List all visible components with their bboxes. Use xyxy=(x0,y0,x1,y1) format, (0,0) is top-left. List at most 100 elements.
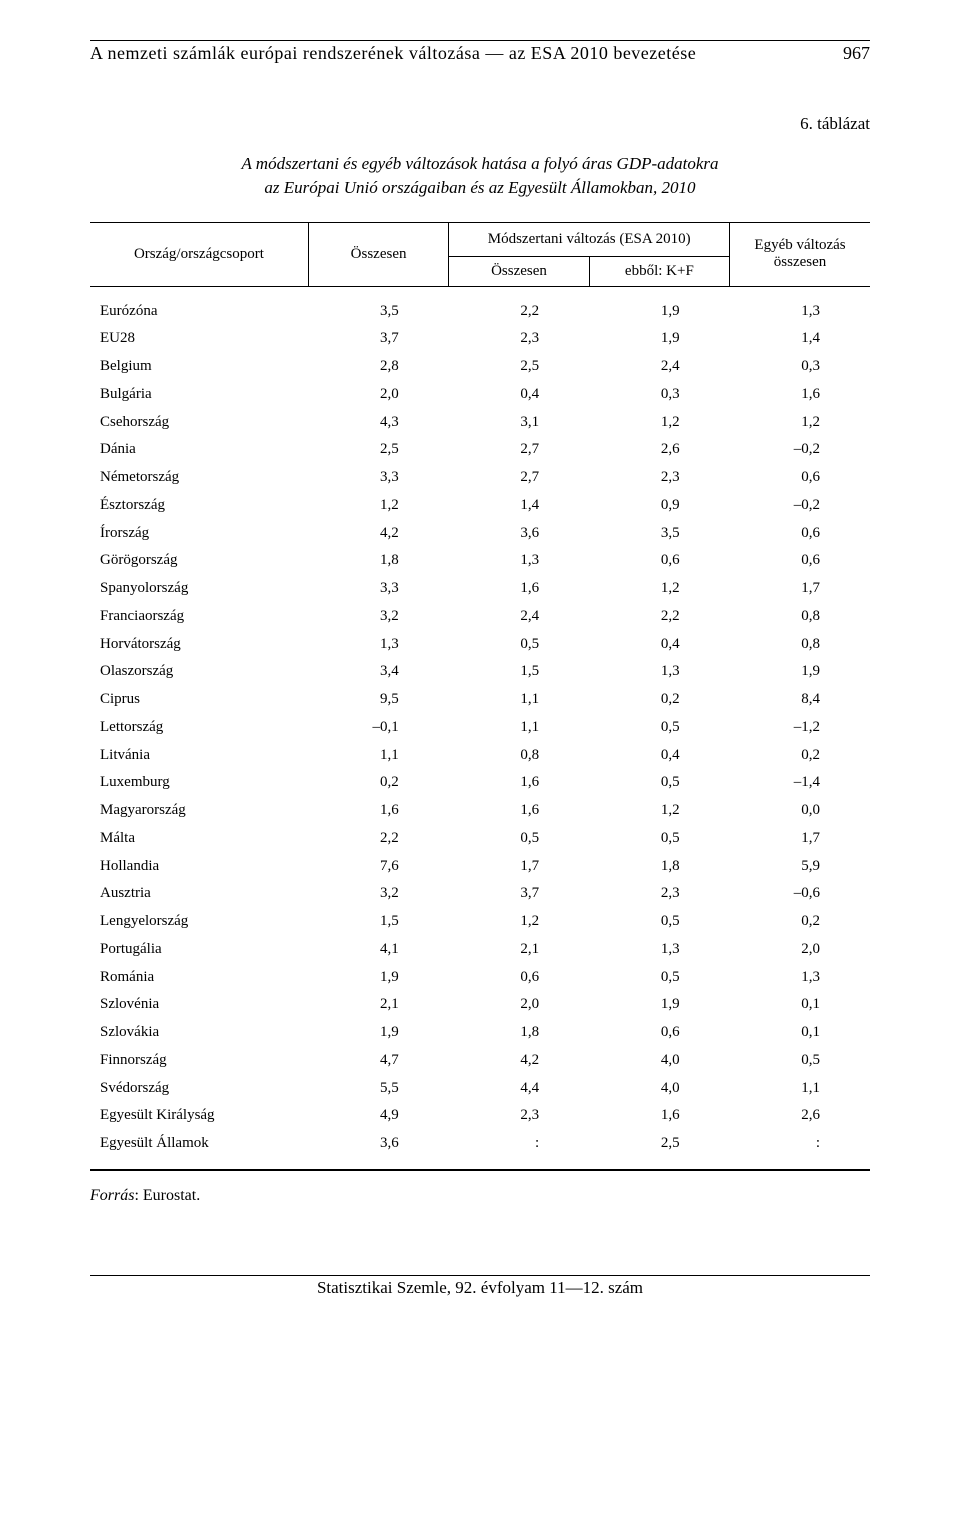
footer: Statisztikai Szemle, 92. évfolyam 11—12.… xyxy=(90,1275,870,1298)
cell-value: 3,5 xyxy=(308,286,448,325)
cell-value: 2,0 xyxy=(730,936,870,964)
cell-country: Spanyolország xyxy=(90,575,308,603)
table-head: Ország/országcsoport Összesen Módszertan… xyxy=(90,222,870,286)
table-row: Ciprus9,51,10,28,4 xyxy=(90,686,870,714)
cell-value: 1,6 xyxy=(308,797,448,825)
cell-value: 4,3 xyxy=(308,409,448,437)
cell-value: 2,7 xyxy=(449,464,589,492)
cell-country: Németország xyxy=(90,464,308,492)
col-header-other-line2: összesen xyxy=(774,254,827,270)
cell-country: Horvátország xyxy=(90,631,308,659)
cell-country: Eurózóna xyxy=(90,286,308,325)
table-row: Dánia2,52,72,6–0,2 xyxy=(90,436,870,464)
cell-country: Észtország xyxy=(90,492,308,520)
cell-country: Lettország xyxy=(90,714,308,742)
cell-country: Románia xyxy=(90,964,308,992)
table-row: Franciaország3,22,42,20,8 xyxy=(90,603,870,631)
col-header-other: Egyéb változás összesen xyxy=(730,222,870,286)
table-row: Szlovénia2,12,01,90,1 xyxy=(90,991,870,1019)
cell-value: 8,4 xyxy=(730,686,870,714)
table-head-row-0: Ország/országcsoport Összesen Módszertan… xyxy=(90,222,870,256)
cell-country: Egyesült Királyság xyxy=(90,1102,308,1130)
table-row: Lengyelország1,51,20,50,2 xyxy=(90,908,870,936)
cell-value: 1,2 xyxy=(449,908,589,936)
cell-value: 2,7 xyxy=(449,436,589,464)
cell-value: 0,4 xyxy=(589,631,729,659)
cell-country: Belgium xyxy=(90,353,308,381)
cell-value: 0,0 xyxy=(730,797,870,825)
cell-value: 3,5 xyxy=(589,520,729,548)
cell-value: 1,7 xyxy=(730,825,870,853)
cell-country: Bulgária xyxy=(90,381,308,409)
table-title: A módszertani és egyéb változások hatása… xyxy=(90,152,870,200)
cell-value: 4,9 xyxy=(308,1102,448,1130)
cell-value: 0,5 xyxy=(730,1047,870,1075)
cell-value: 0,5 xyxy=(449,825,589,853)
cell-value: 2,6 xyxy=(730,1102,870,1130)
cell-value: 3,3 xyxy=(308,464,448,492)
cell-value: 0,6 xyxy=(589,547,729,575)
cell-value: 4,2 xyxy=(449,1047,589,1075)
cell-value: 0,2 xyxy=(730,908,870,936)
table-row: Luxemburg0,21,60,5–1,4 xyxy=(90,769,870,797)
cell-value: 2,8 xyxy=(308,353,448,381)
cell-value: 2,5 xyxy=(589,1130,729,1169)
table-row: Lettország–0,11,10,5–1,2 xyxy=(90,714,870,742)
table-row: Finnország4,74,24,00,5 xyxy=(90,1047,870,1075)
cell-country: Írország xyxy=(90,520,308,548)
cell-value: 0,5 xyxy=(589,964,729,992)
table-row: Egyesült Királyság4,92,31,62,6 xyxy=(90,1102,870,1130)
col-header-method-kf: ebből: K+F xyxy=(589,256,729,286)
cell-value: 1,4 xyxy=(449,492,589,520)
cell-country: Olaszország xyxy=(90,658,308,686)
cell-value: –1,2 xyxy=(730,714,870,742)
table-row: Svédország5,54,44,01,1 xyxy=(90,1075,870,1103)
table-row: Görögország1,81,30,60,6 xyxy=(90,547,870,575)
table-title-line1: A módszertani és egyéb változások hatása… xyxy=(90,152,870,176)
cell-value: : xyxy=(449,1130,589,1169)
cell-value: 1,1 xyxy=(449,714,589,742)
cell-country: Litvánia xyxy=(90,742,308,770)
cell-value: 4,4 xyxy=(449,1075,589,1103)
table-row: Észtország1,21,40,9–0,2 xyxy=(90,492,870,520)
cell-value: 3,6 xyxy=(308,1130,448,1169)
data-table: Ország/országcsoport Összesen Módszertan… xyxy=(90,222,870,1170)
cell-country: Finnország xyxy=(90,1047,308,1075)
table-row: EU283,72,31,91,4 xyxy=(90,325,870,353)
cell-value: 4,1 xyxy=(308,936,448,964)
cell-value: 0,3 xyxy=(589,381,729,409)
col-header-other-line1: Egyéb változás xyxy=(754,237,845,253)
cell-value: 0,1 xyxy=(730,991,870,1019)
cell-value: 2,2 xyxy=(308,825,448,853)
cell-value: 1,3 xyxy=(589,936,729,964)
cell-value: 1,9 xyxy=(730,658,870,686)
cell-value: 0,2 xyxy=(730,742,870,770)
cell-value: 2,5 xyxy=(308,436,448,464)
cell-country: Szlovénia xyxy=(90,991,308,1019)
cell-value: 0,9 xyxy=(589,492,729,520)
cell-value: 1,6 xyxy=(449,769,589,797)
cell-country: Portugália xyxy=(90,936,308,964)
cell-country: Magyarország xyxy=(90,797,308,825)
cell-value: 1,2 xyxy=(589,409,729,437)
table-row: Magyarország1,61,61,20,0 xyxy=(90,797,870,825)
top-rule xyxy=(90,40,870,41)
cell-value: 1,9 xyxy=(589,991,729,1019)
cell-value: 3,4 xyxy=(308,658,448,686)
table-body: Eurózóna3,52,21,91,3EU283,72,31,91,4Belg… xyxy=(90,286,870,1170)
cell-value: 1,2 xyxy=(589,575,729,603)
cell-value: 1,6 xyxy=(730,381,870,409)
cell-value: : xyxy=(730,1130,870,1169)
cell-value: –0,2 xyxy=(730,492,870,520)
header-row: A nemzeti számlák európai rendszerének v… xyxy=(90,43,870,64)
cell-value: 0,6 xyxy=(730,520,870,548)
cell-value: 1,3 xyxy=(308,631,448,659)
table-row: Bulgária2,00,40,31,6 xyxy=(90,381,870,409)
cell-value: 2,4 xyxy=(449,603,589,631)
cell-value: 1,1 xyxy=(308,742,448,770)
cell-value: 5,5 xyxy=(308,1075,448,1103)
cell-value: 3,2 xyxy=(308,603,448,631)
cell-value: –0,6 xyxy=(730,880,870,908)
table-row: Belgium2,82,52,40,3 xyxy=(90,353,870,381)
table-row: Szlovákia1,91,80,60,1 xyxy=(90,1019,870,1047)
